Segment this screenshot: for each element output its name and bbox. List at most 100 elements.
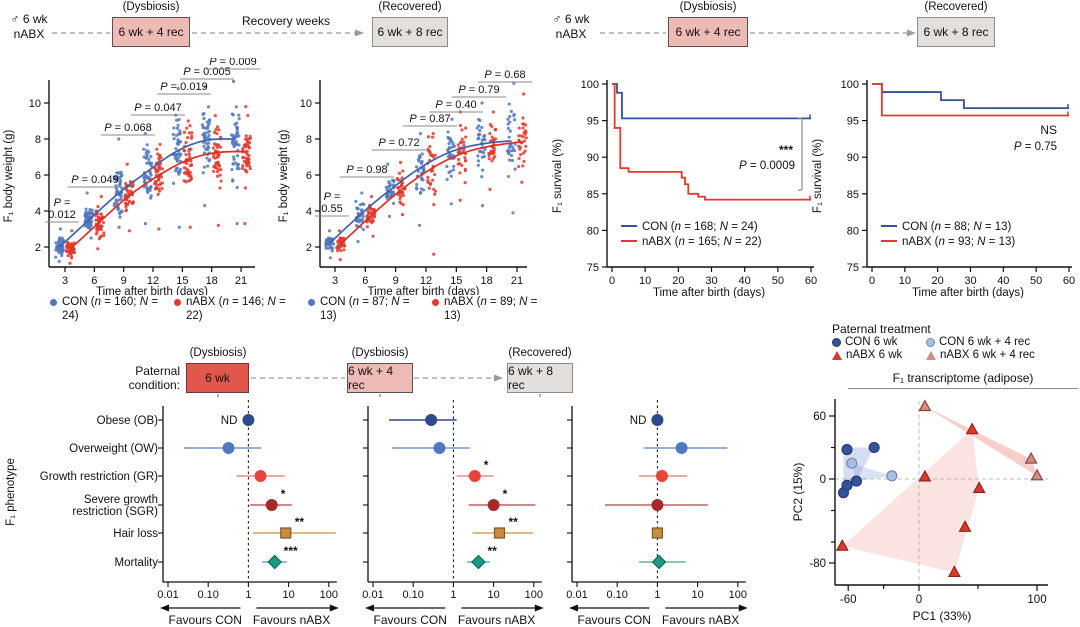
svg-text:10: 10	[29, 98, 41, 110]
svg-text:*: *	[503, 487, 508, 501]
timeline-arrows-top-right	[600, 29, 916, 37]
con-marker	[308, 299, 315, 306]
svg-text:2: 2	[35, 242, 41, 254]
svg-text:F₁ body weight (g): F₁ body weight (g)	[3, 129, 15, 222]
svg-text:80: 80	[847, 225, 859, 237]
svg-text:100: 100	[320, 589, 338, 601]
svg-text:8: 8	[35, 134, 41, 146]
svg-text:ND: ND	[630, 415, 647, 427]
svg-text:75: 75	[847, 262, 859, 274]
svg-text:P = 0.009: P = 0.009	[209, 58, 256, 68]
bodyweight-dysbiosis-chart: 2 4 6 8 10 3 6 9 12 15 18 21 Time after birth (days)…	[3, 58, 260, 295]
legend-item-con: CON (n = 160; N = 24)	[50, 296, 162, 323]
stage3-box: 6 wk + 8 rec	[507, 363, 573, 393]
svg-text:4: 4	[35, 206, 41, 218]
legend-label: CON (n = 87; N = 13)	[320, 296, 410, 322]
pca-legend-label: CON 6 wk	[845, 336, 898, 348]
svg-text:-60: -60	[840, 594, 857, 606]
svg-text:0.01: 0.01	[566, 589, 587, 601]
svg-text:***: ***	[779, 143, 793, 157]
svg-text:40: 40	[997, 275, 1009, 287]
svg-text:ND: ND	[221, 415, 238, 427]
pca-legend-item-2: nABX 6 wk	[832, 349, 918, 361]
con-marker	[50, 299, 57, 306]
legend-item-con: CON (n = 87; N = 13)	[308, 296, 420, 323]
svg-text:100: 100	[841, 79, 859, 91]
svg-text:*: *	[484, 458, 489, 472]
svg-text:Mortality: Mortality	[115, 557, 159, 569]
svg-text:1: 1	[450, 589, 456, 601]
svg-text:21: 21	[511, 275, 523, 287]
svg-text:0.55: 0.55	[321, 203, 342, 215]
svg-text:10: 10	[691, 589, 703, 601]
pca-title: F₁ transcriptome (adipose)	[892, 371, 1034, 385]
svg-text:0: 0	[820, 474, 826, 486]
svg-text:0.10: 0.10	[402, 589, 423, 601]
timeline-top-left: ♂ 6 wk nABX (Dysbiosis) 6 wk + 4 rec Rec…	[0, 0, 540, 56]
stage1-state: (Dysbiosis)	[679, 1, 737, 13]
pca-legend-label: nABX 6 wk + 4 rec	[940, 349, 1035, 361]
svg-text:85: 85	[587, 189, 599, 201]
svg-text:3: 3	[332, 275, 338, 287]
stage2-state: (Recovered)	[924, 1, 988, 13]
stage1-box: 6 wk + 4 rec	[112, 17, 190, 47]
svg-text:P = 0.40: P = 0.40	[435, 99, 476, 111]
timeline-arrows-top-left	[52, 29, 364, 37]
svg-text:15: 15	[450, 275, 462, 287]
svg-text:P = 0.0009: P = 0.0009	[739, 160, 795, 172]
svg-text:100: 100	[1027, 594, 1046, 606]
svg-text:30: 30	[705, 275, 717, 287]
circle-marker-icon	[926, 337, 935, 347]
stage1-state: (Dysbiosis)	[189, 347, 247, 359]
svg-text:60: 60	[1063, 275, 1075, 287]
svg-text:F₁ body weight (g): F₁ body weight (g)	[278, 129, 290, 222]
svg-text:6: 6	[306, 170, 312, 182]
svg-text:0.012: 0.012	[48, 209, 76, 221]
svg-text:P = 0.87: P = 0.87	[409, 113, 450, 125]
timeline-bottom: Paternal condition: (Dysbiosis) 6 wk (Dy…	[0, 340, 790, 400]
pca-legend-label: nABX 6 wk	[846, 349, 903, 361]
svg-text:60: 60	[813, 411, 826, 423]
svg-text:F₁ phenotype: F₁ phenotype	[5, 458, 17, 526]
legend-label: nABX (n = 146; N = 22)	[186, 296, 286, 322]
pca-legend-title: Paternal treatment	[832, 322, 931, 336]
pca-legend-items: CON 6 wk CON 6 wk + 4 rec nABX 6 wk nABX 6 …	[832, 336, 1080, 361]
svg-text:P = 0.019: P = 0.019	[160, 81, 207, 93]
recovery-weeks-label: Recovery weeks	[241, 14, 331, 28]
pca-legend: Paternal treatment CON 6 wk CON 6 wk + 4 …	[832, 322, 1080, 361]
svg-text:NS: NS	[1040, 123, 1057, 137]
svg-text:0.01: 0.01	[362, 589, 383, 601]
svg-text:20: 20	[932, 275, 944, 287]
svg-text:P = 0.72: P = 0.72	[378, 137, 419, 149]
subject-line2: nABX	[13, 27, 45, 41]
legend-item-nabx: nABX (n = 89; N = 13)	[432, 296, 544, 323]
svg-text:90: 90	[587, 152, 599, 164]
svg-text:*: *	[281, 487, 286, 501]
subject-line1: ♂ 6 wk	[552, 12, 590, 26]
stage2-box: 6 wk + 8 rec	[917, 17, 995, 47]
svg-text:9: 9	[393, 275, 399, 287]
pca-legend-item-1: CON 6 wk + 4 rec	[926, 336, 1080, 348]
svg-text:P = 0.049: P = 0.049	[71, 174, 118, 186]
svg-text:10: 10	[639, 275, 651, 287]
svg-text:18: 18	[481, 275, 493, 287]
svg-text:2: 2	[306, 242, 312, 254]
svg-text:PC1 (33%): PC1 (33%)	[913, 609, 972, 623]
svg-text:0: 0	[916, 594, 922, 606]
stage1-box: 6 wk	[186, 363, 249, 393]
svg-text:9: 9	[121, 275, 127, 287]
subject-line2: nABX	[555, 27, 587, 41]
svg-text:nABX (n = 93; N = 13): nABX (n = 93; N = 13)	[902, 236, 1015, 248]
survival-dysbiosis-chart: 75 80 85 90 95 100 0 10 20 30 40 50 60 Time after bir…	[552, 79, 817, 298]
nabx-marker	[174, 299, 181, 306]
svg-text:0.01: 0.01	[157, 589, 178, 601]
svg-text:6: 6	[362, 275, 368, 287]
svg-text:***: ***	[284, 544, 298, 558]
svg-text:12: 12	[420, 275, 432, 287]
svg-text:Favours nABX: Favours nABX	[458, 613, 535, 627]
svg-text:18: 18	[206, 275, 218, 287]
pca-chart: -60 0 100 60 0 -80 PC1 (33%) PC2 (15%)	[791, 399, 1048, 623]
svg-text:P = 0.047: P = 0.047	[134, 102, 181, 114]
legend-label: CON (n = 160; N = 24)	[62, 296, 158, 322]
